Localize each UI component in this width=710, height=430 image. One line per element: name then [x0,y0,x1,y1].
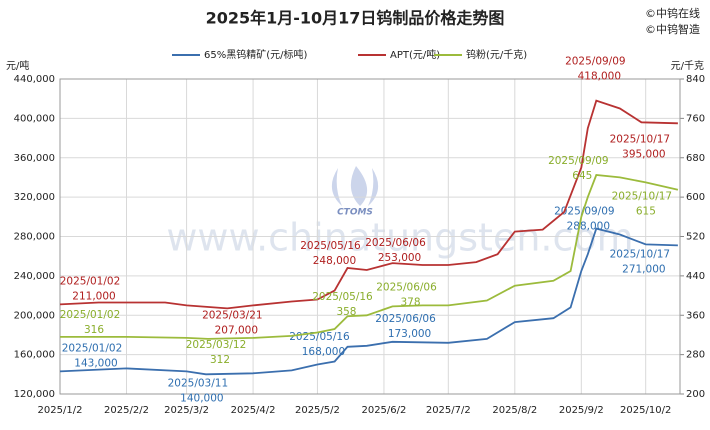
y2-tick-label: 760 [686,113,705,124]
annotation-date: 2025/10/17 [612,191,673,203]
annotation-value: 358 [336,306,356,318]
logo-text: CTOMS [337,208,373,218]
annotation-date: 2025/03/11 [168,377,229,389]
x-tick-label: 2025/7/2 [426,405,471,416]
plot-border [59,78,681,395]
legend-label: APT(元/吨) [390,48,440,61]
annotation-value: 253,000 [378,252,421,264]
annotation-value: 271,000 [622,263,665,275]
annotation-value: 173,000 [388,328,431,340]
annotation-date: 2025/10/17 [610,248,671,260]
annotation-value: 168,000 [302,346,345,358]
y2-tick-label: 680 [686,153,705,164]
y-tick-label: 440,000 [14,74,55,85]
annotation-value: 395,000 [622,148,665,160]
y-tick-label: 320,000 [14,192,55,203]
y-tick-label: 360,000 [14,153,55,164]
annotation-value: 211,000 [72,290,115,302]
annotation-date: 2025/05/16 [300,240,361,252]
annotation-date: 2025/03/12 [186,339,247,351]
annotation-value: 316 [84,324,104,336]
y-tick-label: 160,000 [14,350,55,361]
x-tick-label: 2025/9/2 [559,405,604,416]
x-tick-label: 2025/10/2 [620,405,671,416]
annotation-value: 248,000 [313,255,356,267]
annotation-date: 2025/06/06 [375,313,436,325]
x-tick-label: 2025/1/2 [38,405,83,416]
line-series [59,227,678,376]
x-tick-label: 2025/8/2 [492,405,537,416]
legend-label: 钨粉(元/千克) [466,48,527,61]
credit: ©中钨在线 [645,6,700,20]
y-tick-label: 240,000 [14,271,55,282]
annotation-date: 2025/09/09 [554,206,615,218]
watermark: www.chinatungsten.com [166,216,633,260]
x-tick-label: 2025/5/2 [295,405,340,416]
y2-tick-label: 280 [686,350,705,361]
legend-label: 65%黑钨精矿(元/标吨) [204,48,307,61]
y-tick-label: 280,000 [14,232,55,243]
y2-tick-label: 520 [686,232,705,243]
annotation-date: 2025/03/21 [202,309,263,321]
annotation-value: 312 [210,354,230,366]
annotation-date: 2025/06/06 [365,237,426,249]
annotation-date: 2025/05/16 [312,291,373,303]
annotation-value: 143,000 [74,357,117,369]
annotation-value: 645 [572,170,592,182]
x-tick-label: 2025/3/2 [164,405,209,416]
y2-tick-label: 360 [686,310,705,321]
y2-axis-label: 元/千克 [671,60,704,72]
credit: ©中钨智造 [645,22,700,36]
y-axis-label: 元/吨 [6,59,29,72]
y2-tick-label: 440 [686,271,705,282]
y-tick-label: 200,000 [14,310,55,321]
y-tick-label: 400,000 [14,113,55,124]
annotation-date: 2025/01/02 [62,342,123,354]
annotation-date: 2025/01/02 [60,275,121,287]
annotation-value: 615 [636,206,656,218]
y2-tick-label: 840 [686,74,705,85]
annotation-value: 418,000 [578,71,621,83]
annotation-date: 2025/10/17 [610,133,671,145]
annotation-date: 2025/09/09 [565,56,626,68]
x-tick-label: 2025/4/2 [231,405,276,416]
annotation-date: 2025/01/02 [60,309,121,321]
y2-tick-label: 200 [686,389,705,400]
x-tick-label: 2025/2/2 [104,405,149,416]
line-series [59,99,678,310]
annotation-value: 288,000 [567,221,610,233]
y2-tick-label: 600 [686,192,705,203]
line-series [60,174,679,340]
annotation-date: 2025/06/06 [376,281,437,293]
annotation-value: 207,000 [215,324,258,336]
logo [331,166,379,206]
y-tick-label: 120,000 [14,389,55,400]
annotation-value: 140,000 [180,392,223,404]
chart-title: 2025年1月-10月17日钨制品价格走势图 [206,9,505,28]
annotation-date: 2025/09/09 [548,155,609,167]
x-tick-label: 2025/6/2 [361,405,406,416]
annotation-value: 378 [401,296,421,308]
